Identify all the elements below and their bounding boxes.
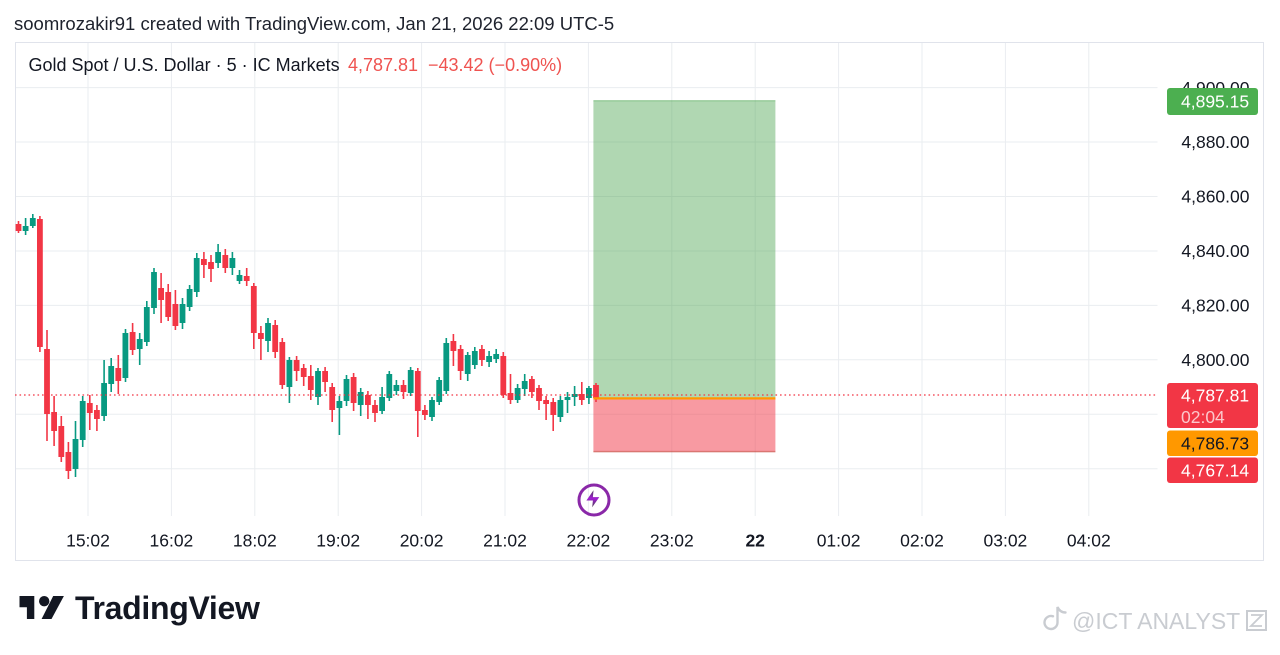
svg-text:15:02: 15:02 bbox=[66, 531, 110, 551]
svg-text:4,895.15: 4,895.15 bbox=[1181, 92, 1249, 112]
svg-text:16:02: 16:02 bbox=[150, 531, 194, 551]
svg-text:19:02: 19:02 bbox=[316, 531, 360, 551]
svg-text:4,787.81: 4,787.81 bbox=[1181, 385, 1249, 405]
svg-text:02:02: 02:02 bbox=[900, 531, 944, 551]
svg-text:22: 22 bbox=[745, 531, 765, 551]
svg-text:18:02: 18:02 bbox=[233, 531, 277, 551]
svg-text:Gold Spot / U.S. Dollar · 5 ·: Gold Spot / U.S. Dollar · 5 · IC Markets bbox=[29, 55, 340, 75]
svg-text:23:02: 23:02 bbox=[650, 531, 694, 551]
svg-text:20:02: 20:02 bbox=[400, 531, 444, 551]
svg-text:TradingView: TradingView bbox=[75, 590, 260, 626]
svg-text:03:02: 03:02 bbox=[984, 531, 1028, 551]
svg-text:4,767.14: 4,767.14 bbox=[1181, 461, 1249, 481]
svg-text:soomrozakir91 created with Tra: soomrozakir91 created with TradingView.c… bbox=[14, 13, 614, 34]
svg-text:4,820.00: 4,820.00 bbox=[1181, 296, 1249, 316]
svg-text:04:02: 04:02 bbox=[1067, 531, 1111, 551]
svg-text:4,880.00: 4,880.00 bbox=[1181, 132, 1249, 152]
svg-text:02:04: 02:04 bbox=[1181, 407, 1225, 427]
svg-text:4,840.00: 4,840.00 bbox=[1181, 241, 1249, 261]
svg-text:@ICT ANALYST: @ICT ANALYST bbox=[1072, 608, 1240, 634]
svg-text:01:02: 01:02 bbox=[817, 531, 861, 551]
svg-text:4,787.81: 4,787.81 bbox=[348, 55, 418, 75]
svg-text:4,786.73: 4,786.73 bbox=[1181, 434, 1249, 454]
svg-text:22:02: 22:02 bbox=[567, 531, 611, 551]
svg-text:4,800.00: 4,800.00 bbox=[1181, 350, 1249, 370]
svg-text:21:02: 21:02 bbox=[483, 531, 527, 551]
svg-text:−43.42 (−0.90%): −43.42 (−0.90%) bbox=[428, 55, 562, 75]
svg-text:4,860.00: 4,860.00 bbox=[1181, 187, 1249, 207]
